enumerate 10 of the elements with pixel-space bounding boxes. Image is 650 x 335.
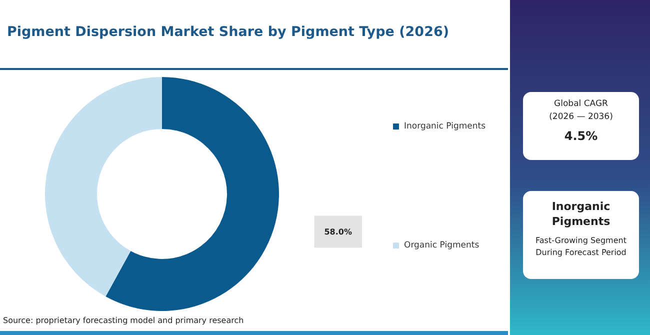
- text: Fast-Growing Segment During Forecast Period: [534, 235, 628, 259]
- text: Inorganic Pigments: [550, 199, 612, 229]
- chart-title: Pigment Dispersion Market Share by Pigment Type (2026): [7, 24, 450, 40]
- legend-label: Organic Pigments: [404, 240, 480, 250]
- legend-label: Inorganic Pigments: [404, 122, 486, 132]
- text: (2026 — 2036): [548, 111, 614, 124]
- source-note: Source: proprietary forecasting model and primary research: [3, 316, 244, 325]
- text: Global CAGR: [553, 98, 609, 111]
- text: 4.5%: [563, 129, 599, 143]
- data-label: 58.0%: [324, 227, 352, 236]
